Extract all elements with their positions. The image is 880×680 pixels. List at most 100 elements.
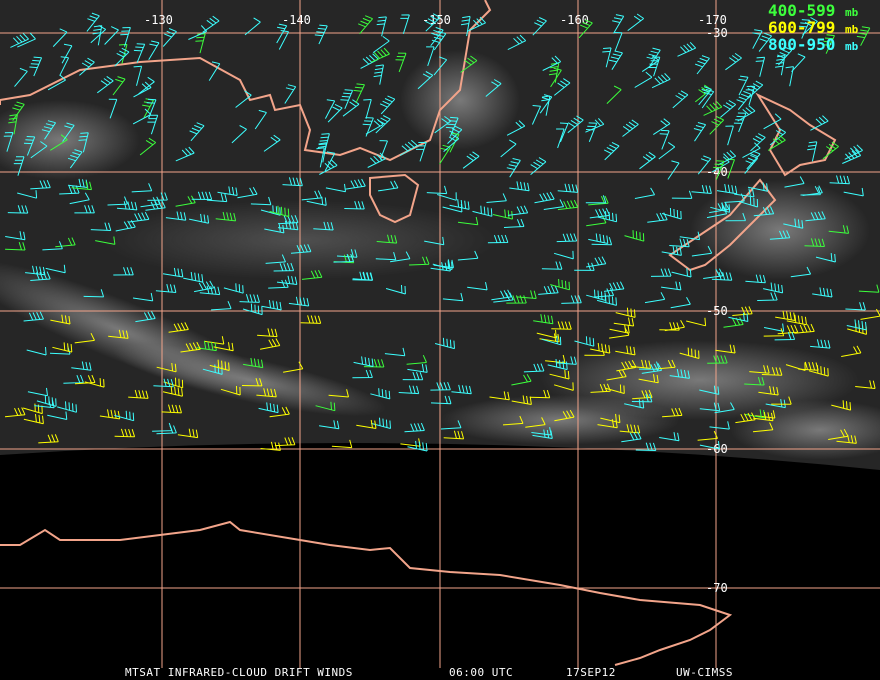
wind-barb [344,201,365,210]
wind-barb [373,64,384,85]
wind-barb [376,234,398,244]
wind-barb [709,116,725,135]
wind-barb [99,409,121,420]
wind-barb [283,361,304,373]
wind-barb [202,364,223,375]
wind-barb [662,407,683,418]
wind-barb [62,122,75,142]
wind-barb [290,244,312,254]
wind-barb [698,86,712,106]
wind-barb [659,432,680,442]
wind-barb [609,327,630,339]
wind-barb [61,43,73,64]
wind-barb [409,256,430,266]
wind-barb [336,249,358,258]
wind-barb [433,56,448,76]
wind-barb [732,306,753,316]
wind-barb [667,160,680,180]
wind-barb [516,290,537,299]
wind-barb [460,55,478,73]
wind-barb [536,329,557,339]
wind-barb [375,251,397,261]
wind-barb [107,196,128,206]
wind-barb [352,369,373,379]
wind-barb [211,301,232,311]
wind-barb [707,355,728,364]
wind-barb [260,205,281,216]
wind-barb [697,155,712,175]
wind-barb [113,267,134,276]
wind-barb [541,261,563,270]
wind-barb [353,83,365,104]
wind-barb [695,55,710,75]
wind-barb [260,338,281,350]
wind-barb [288,296,310,307]
wind-barb [194,280,215,293]
wind-barb [278,30,290,50]
wind-barb [647,212,668,223]
wind-barb [763,328,785,337]
wind-barb [325,183,346,193]
wind-barb [532,17,547,36]
wind-barb [67,149,83,169]
legend-unit: mb [845,40,859,53]
wind-barb [301,190,323,201]
wind-barb [443,430,465,440]
wind-barb [711,271,733,281]
wind-barb [737,105,756,122]
wind-barb [260,441,281,451]
wind-barb [161,404,182,414]
wind-barb [74,374,96,385]
wind-barb [723,317,744,328]
wind-barb [273,262,295,272]
wind-barb [578,19,593,39]
wind-barb [761,367,783,376]
wind-barb [356,419,377,429]
wind-barb [208,61,221,81]
wind-barb [644,292,666,304]
wind-barb [624,230,645,242]
wind-barb [538,285,559,295]
wind-barb [269,205,290,218]
wind-barb [856,26,871,46]
wind-barb [651,73,671,89]
wind-barb [300,315,322,324]
wind-barb [42,241,63,251]
wind-barb [586,215,607,227]
wind-barb [554,409,575,422]
wind-barb [810,339,831,349]
wind-barb [431,30,447,51]
wind-barb [250,196,272,206]
wind-barb [168,322,189,333]
wind-barb [92,25,103,46]
wind-barb [449,199,470,210]
wind-barb [372,35,390,54]
wind-barb [612,14,625,34]
wind-barb [553,382,574,391]
wind-barb [548,62,560,83]
wind-barb [433,259,454,269]
wind-barb [709,421,730,430]
wind-barb [243,357,264,369]
wind-barb [615,307,636,318]
wind-barb [491,289,512,301]
wind-barb [203,336,225,345]
wind-barb [557,183,579,193]
wind-barb [128,389,149,399]
wind-barb [716,184,738,195]
wind-barb [175,146,195,162]
wind-barb [379,140,388,160]
wind-barb [699,385,720,395]
wind-barb [725,125,734,146]
wind-barb [86,12,100,32]
wind-barb [613,317,635,327]
wind-barb [213,342,234,352]
wind-barb [627,13,645,31]
wind-barb [486,193,507,203]
wind-barb [804,238,825,247]
wind-barb [353,356,374,367]
wind-barb [533,314,554,325]
wind-barb [511,395,532,405]
wind-barb [841,345,862,357]
wind-barb [139,137,157,156]
